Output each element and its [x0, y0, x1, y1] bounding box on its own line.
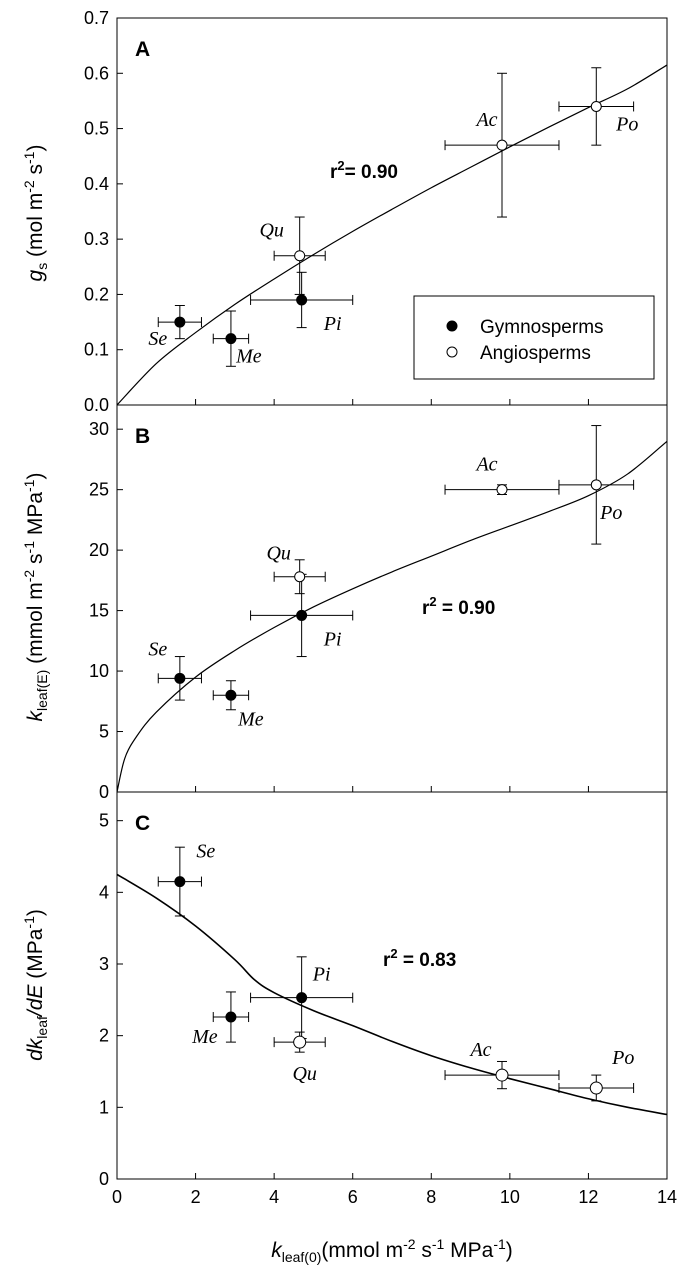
panel-c-ytick-label: 0 — [99, 1169, 109, 1189]
panel-a-ytick-label: 0.6 — [84, 63, 109, 83]
panel-b-point-label-po: Po — [599, 502, 622, 524]
panel-a-point-qu — [294, 250, 306, 262]
legend-gymno-marker — [446, 320, 458, 332]
x-tick-label: 8 — [426, 1187, 436, 1207]
panel-b-point-label-me: Me — [237, 708, 264, 730]
panel-b-letter: B — [135, 425, 150, 448]
panel-a-ytick-label: 0.1 — [84, 340, 109, 360]
panel-c-letter: C — [135, 812, 150, 835]
panel-a-point-pi — [296, 294, 308, 306]
panel-b-point-label-se: Se — [148, 638, 167, 660]
panel-b-point-po — [590, 479, 602, 491]
panel-b-ytick-label: 20 — [89, 540, 109, 560]
legend-box — [413, 295, 655, 380]
legend-gymno-label: Gymnosperms — [480, 317, 604, 338]
panel-a-r2: r2= 0.90 — [330, 158, 398, 183]
x-tick-label: 6 — [348, 1187, 358, 1207]
panel-c-point-label-ac: Ac — [468, 1039, 491, 1061]
panel-c-r2: r2 = 0.83 — [383, 946, 456, 971]
panel-c-ytick-label: 2 — [99, 1026, 109, 1046]
x-tick-label: 12 — [578, 1187, 598, 1207]
panel-c-point-qu — [293, 1035, 307, 1049]
panel-c-point-me — [225, 1011, 237, 1023]
panel-a-fit-curve — [117, 64, 667, 405]
panel-a-ylabel: gs (mol m-2 s-1) — [21, 145, 50, 282]
panel-c-point-label-pi: Pi — [312, 964, 331, 986]
panel-a-point-se — [174, 316, 186, 328]
panel-c-point-pi — [296, 992, 308, 1004]
panel-b-point-label-pi: Pi — [323, 628, 342, 650]
panel-a: 0.0 0.1 0.2 0.3 0.4 0.5 0.6 0.7 Se Me Pi Qu Ac Po — [84, 8, 668, 415]
panel-a-point-label-se: Se — [148, 328, 167, 350]
x-tick-label: 10 — [500, 1187, 520, 1207]
panel-c-point-label-qu: Qu — [292, 1063, 316, 1085]
panel-c-point-se — [174, 876, 186, 888]
panel-c-fit-curve — [117, 873, 667, 1116]
panel-b-point-label-qu: Qu — [266, 543, 290, 565]
panel-a-point-label-ac: Ac — [474, 109, 497, 131]
panel-c-ytick-label: 4 — [99, 882, 109, 902]
legend-angio-marker — [446, 346, 458, 358]
panel-b-ytick-label: 10 — [89, 661, 109, 681]
panel-a-point-label-pi: Pi — [323, 313, 342, 335]
panel-a-letter: A — [135, 38, 150, 61]
panel-b-point-qu — [294, 571, 306, 583]
panel-c-ytick-label: 3 — [99, 954, 109, 974]
panel-b-ytick-label: 30 — [89, 419, 109, 439]
panel-b-fit-curve — [117, 440, 667, 792]
panel-c-point-label-me: Me — [191, 1026, 218, 1048]
panel-b-r2: r2 = 0.90 — [422, 594, 495, 619]
panel-a-ytick-label: 0.5 — [84, 119, 109, 139]
panel-b: 0 5 10 15 20 25 30 Se Me Pi Qu Ac Po — [89, 419, 668, 802]
panel-b-point-me — [225, 689, 237, 701]
panel-b-point-pi — [296, 609, 308, 621]
panel-b-point-label-ac: Ac — [474, 454, 497, 476]
x-tick-label: 4 — [269, 1187, 279, 1207]
panel-c-point-po — [589, 1081, 603, 1095]
legend: Gymnosperms Angiosperms — [413, 295, 655, 380]
legend-angio-label: Angiosperms — [480, 343, 591, 364]
panel-c-ytick-label: 1 — [99, 1097, 109, 1117]
panel-c-point-ac — [495, 1068, 509, 1082]
panel-c-ytick-label: 5 — [99, 811, 109, 831]
panel-b-ytick-label: 15 — [89, 601, 109, 621]
panel-a-ytick-label: 0.0 — [84, 395, 109, 415]
panel-b-ytick-label: 0 — [99, 782, 109, 802]
panel-a-point-po — [590, 100, 602, 112]
panel-a-ytick-label: 0.4 — [84, 174, 109, 194]
x-tick-label: 0 — [112, 1187, 122, 1207]
panel-a-point-ac — [496, 139, 508, 151]
panel-a-point-label-qu: Qu — [259, 220, 283, 242]
panel-b-ytick-label: 5 — [99, 722, 109, 742]
panel-c-point-label-se: Se — [196, 841, 215, 863]
panel-a-point-me — [225, 333, 237, 345]
panel-b-ytick-label: 25 — [89, 480, 109, 500]
panel-b-point-ac — [496, 484, 508, 496]
panel-c-point-label-po: Po — [611, 1047, 634, 1069]
panel-a-point-label-po: Po — [615, 113, 638, 135]
panel-c-ylabel: dkleaf/dE (MPa-1) — [21, 909, 50, 1061]
x-axis-label: kleaf(0)(mmol m-2 s-1 MPa-1) — [271, 1236, 513, 1265]
x-tick-label: 2 — [191, 1187, 201, 1207]
panel-a-ytick-label: 0.2 — [84, 284, 109, 304]
panel-a-ytick-label: 0.3 — [84, 229, 109, 249]
panel-a-point-label-me: Me — [235, 346, 262, 368]
panel-a-ytick-label: 0.7 — [84, 8, 109, 28]
x-tick-label: 14 — [657, 1187, 677, 1207]
panel-b-frame — [116, 404, 668, 793]
panel-b-ylabel: kleaf(E) (mmol m-2 s-1 MPa-1) — [21, 473, 50, 722]
panel-b-point-se — [174, 672, 186, 684]
panel-c-frame — [116, 791, 668, 1180]
